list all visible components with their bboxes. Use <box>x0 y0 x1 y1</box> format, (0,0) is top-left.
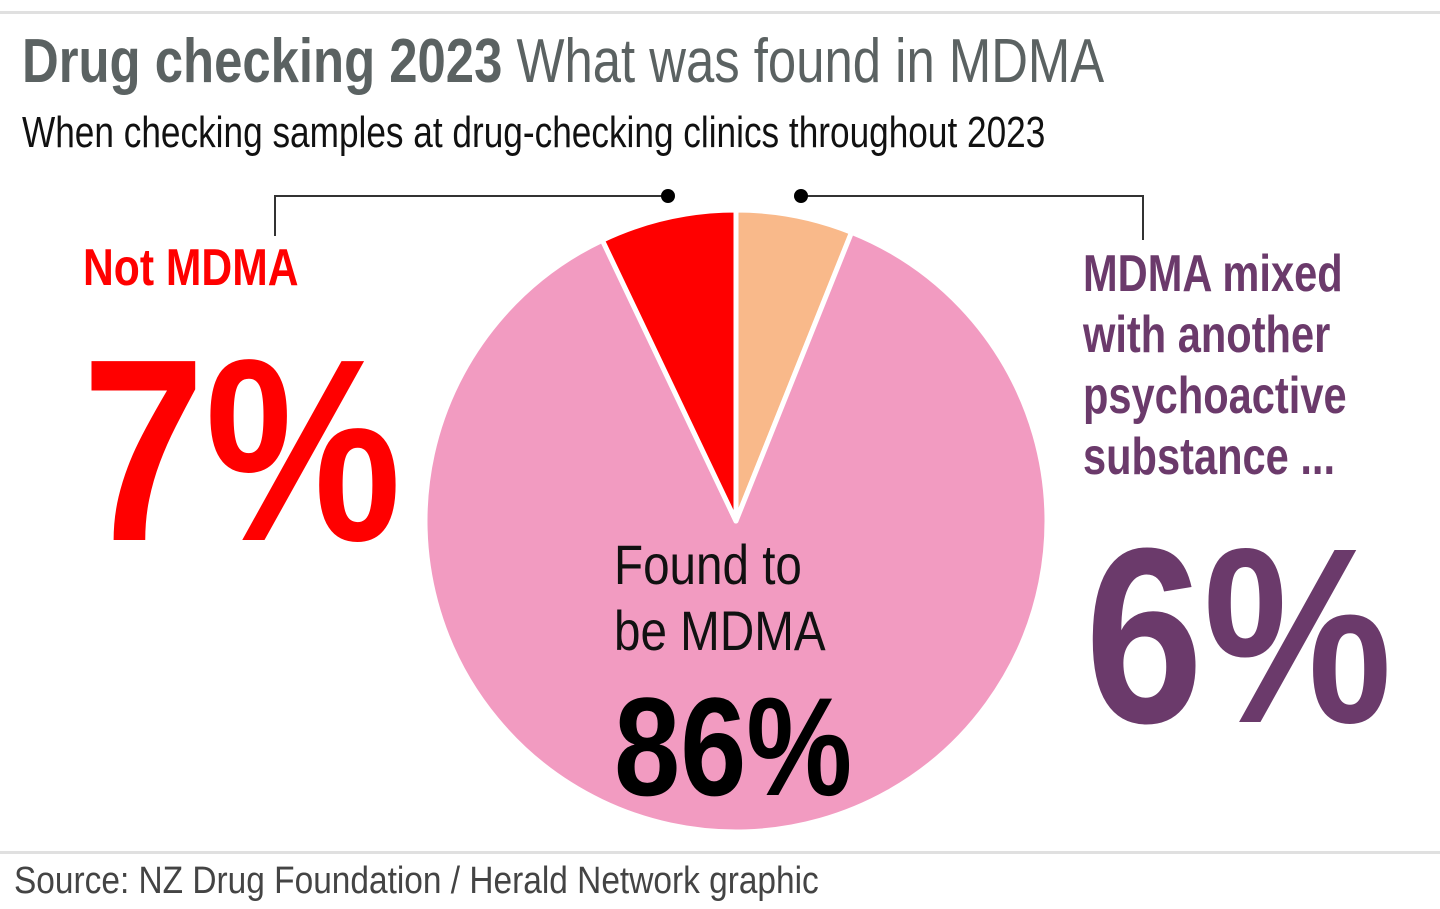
found-label-line: be MDMA <box>614 599 826 662</box>
pie-slices <box>422 207 1050 835</box>
mixed-label-line: substance ... <box>1083 428 1335 486</box>
mixed-label-line: with another <box>1083 306 1331 364</box>
title-light: What was found in MDMA <box>516 27 1105 96</box>
callout-dot-mixed <box>794 189 808 203</box>
mixed-value: 6% <box>1085 496 1393 775</box>
mixed-label: MDMA mixed with another psychoactive sub… <box>1083 244 1347 488</box>
mixed-label-line: psychoactive <box>1083 367 1347 425</box>
not-mdma-label: Not MDMA <box>83 239 299 297</box>
top-rule <box>0 11 1440 14</box>
source-note: Source: NZ Drug Foundation / Herald Netw… <box>14 860 819 902</box>
bottom-rule <box>0 851 1440 854</box>
callout-dot-not-mdma <box>661 189 675 203</box>
found-mdma-value: 86% <box>614 668 853 825</box>
mixed-label-line: MDMA mixed <box>1083 245 1343 303</box>
chart-title: Drug checking 2023 What was found in MDM… <box>22 26 1104 97</box>
found-mdma-label: Found to be MDMA <box>614 532 826 664</box>
chart-subtitle: When checking samples at drug-checking c… <box>22 108 1046 157</box>
callout-line-not-mdma <box>274 195 668 236</box>
not-mdma-value: 7% <box>82 306 402 596</box>
title-bold: Drug checking 2023 <box>22 27 503 96</box>
callout-line-mixed <box>801 195 1144 240</box>
found-label-line: Found to <box>614 533 802 596</box>
pie-slice-not-mdma <box>599 207 739 524</box>
pie-slice-found-to-be-mdma <box>422 229 1050 835</box>
